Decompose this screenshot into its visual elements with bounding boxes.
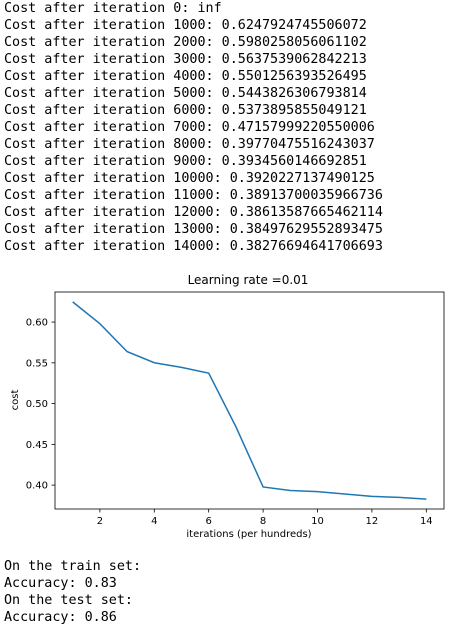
result-line: On the test set: (4, 593, 133, 608)
log-line: Cost after iteration 5000: 0.54438263067… (4, 86, 367, 101)
log-line: Cost after iteration 13000: 0.3849762955… (4, 222, 383, 237)
log-line: Cost after iteration 7000: 0.47157999220… (4, 120, 375, 135)
x-tick-label: 14 (420, 516, 433, 527)
log-line: Cost after iteration 14000: 0.3827669464… (4, 239, 383, 254)
log-line: Cost after iteration 1000: 0.62479247455… (4, 18, 367, 33)
x-tick-label: 2 (97, 516, 103, 527)
y-tick-label: 0.60 (26, 318, 48, 329)
log-line: Cost after iteration 11000: 0.3891370003… (4, 188, 383, 203)
log-line: Cost after iteration 8000: 0.39770475516… (4, 137, 375, 152)
x-tick-label: 10 (311, 516, 324, 527)
result-line: Accuracy: 0.86 (4, 610, 117, 625)
y-axis-label: cost (10, 390, 21, 411)
x-axis-label: iterations (per hundreds) (186, 529, 311, 540)
cost-series-line (72, 301, 427, 500)
cost-log: Cost after iteration 0: inf Cost after it… (4, 0, 383, 255)
y-tick-label: 0.55 (26, 358, 48, 369)
chart-title: Learning rate =0.01 (188, 273, 309, 287)
x-tick-label: 8 (260, 516, 266, 527)
result-line: Accuracy: 0.83 (4, 576, 117, 591)
result-line: On the train set: (4, 559, 142, 574)
log-line: Cost after iteration 9000: 0.39345601466… (4, 154, 367, 169)
y-tick-label: 0.45 (26, 440, 48, 451)
y-axis: 0.40 0.45 0.50 0.55 0.60 (26, 318, 55, 492)
accuracy-results: On the train set: Accuracy: 0.83 On the te… (4, 558, 141, 626)
log-line: Cost after iteration 2000: 0.59802580560… (4, 35, 367, 50)
x-tick-label: 12 (366, 516, 379, 527)
log-line: Cost after iteration 10000: 0.3920227137… (4, 171, 375, 186)
plot-area (54, 291, 445, 510)
log-line: Cost after iteration 12000: 0.3861358766… (4, 205, 383, 220)
learning-curve-chart: Learning rate =0.01 2 4 6 8 10 12 14 0.400.450… (10, 273, 445, 540)
log-line: Cost after iteration 6000: 0.53738958550… (4, 103, 367, 118)
y-tick-label: 0.50 (26, 399, 48, 410)
x-tick-label: 4 (151, 516, 157, 527)
log-line: Cost after iteration 4000: 0.55012563935… (4, 69, 367, 84)
x-tick-label: 6 (206, 516, 212, 527)
log-line: Cost after iteration 0: inf (4, 1, 222, 16)
y-tick-label: 0.40 (26, 481, 48, 492)
log-line: Cost after iteration 3000: 0.56375390628… (4, 52, 367, 67)
x-axis: 2 4 6 8 10 12 14 (97, 509, 433, 527)
